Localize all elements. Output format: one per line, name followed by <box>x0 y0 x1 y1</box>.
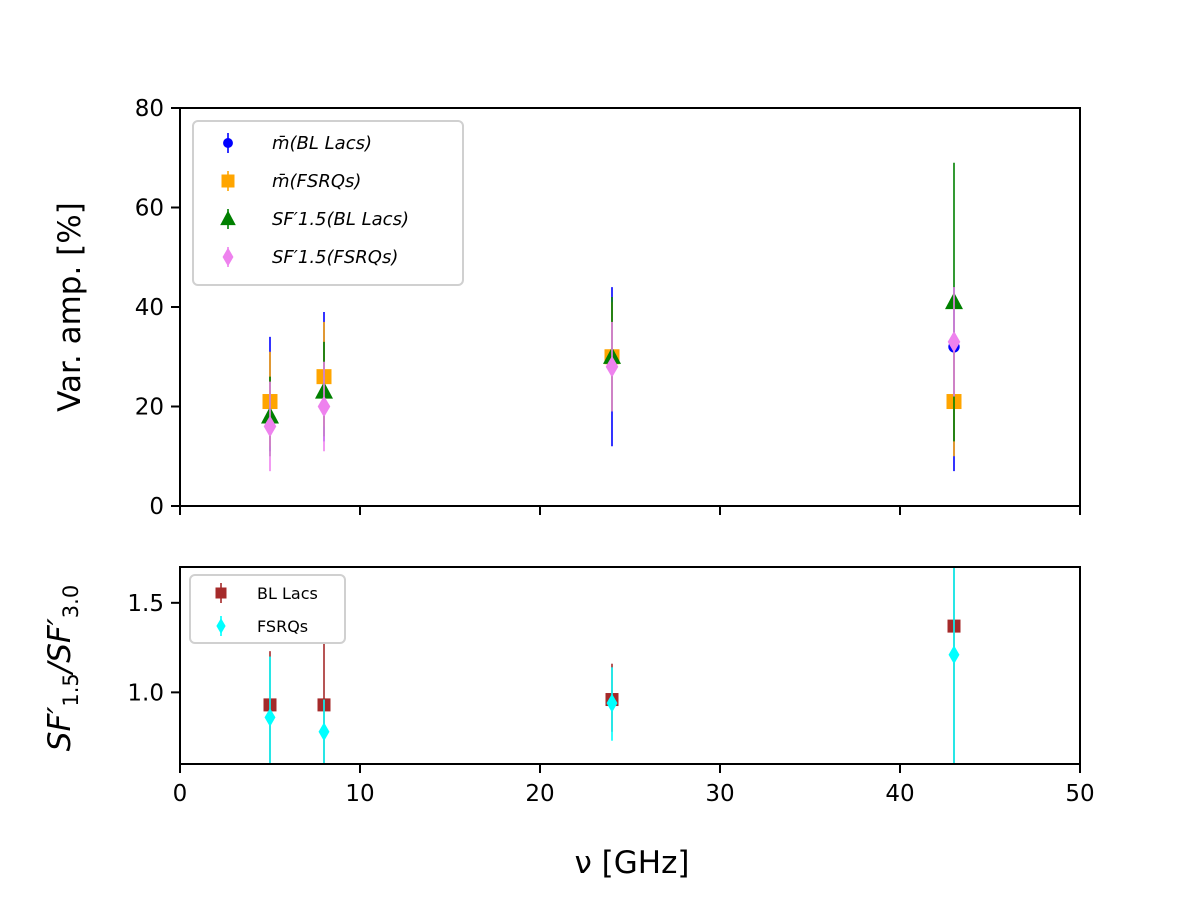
top-plot-marks <box>261 162 963 472</box>
x-axis-label: ν [GHz] <box>575 845 690 881</box>
bottom-data-point <box>606 693 618 713</box>
top-legend-marker <box>221 174 235 188</box>
bottom-legend-frame <box>189 574 346 644</box>
bottom-legend-label: FSRQs <box>257 617 308 636</box>
top-legend-label: SF′1.5(BL Lacs) <box>272 209 409 230</box>
top-y-tick-label: 40 <box>135 295 164 321</box>
top-legend-marker <box>223 138 233 148</box>
bottom-ticks: 0 10 20 30 40 50 1.0 1.5 <box>127 591 1094 807</box>
bottom-data-point <box>264 708 276 727</box>
top-legend-marker <box>222 247 234 267</box>
bottom-y-tick-label: 1.5 <box>127 591 164 617</box>
bottom-panel: 0 10 20 30 40 501.01.5 SF′1.5/SF′3.0 ν [GHz] … <box>42 566 1095 881</box>
bottom-plot-marks <box>263 567 961 764</box>
bottom-x-tick-label: 10 <box>345 781 374 807</box>
top-data-point <box>263 415 277 438</box>
top-legend-label: m̄(FSRQs) <box>272 171 361 192</box>
bottom-legend-label: BL Lacs <box>257 584 318 603</box>
bottom-data-point <box>948 645 960 665</box>
top-y-tick-label: 80 <box>135 96 164 122</box>
top-series-3 <box>263 287 961 472</box>
top-legend-marker <box>220 210 236 226</box>
bottom-y-axis-label: SF′1.5/SF′3.0 <box>42 585 83 751</box>
top-legend: m̄(BL Lacs) m̄(FSRQs) SF′1.5(BL Lacs) SF′1.… <box>192 120 464 286</box>
bottom-data-point <box>318 722 330 742</box>
top-data-point <box>605 355 619 378</box>
bottom-legend-marker <box>215 587 227 599</box>
bottom-y-tick-label: 1.0 <box>127 680 164 706</box>
top-y-tick-label: 60 <box>135 196 164 222</box>
top-y-axis-label: Var. amp. [%] <box>52 202 88 412</box>
top-legend-frame <box>192 120 464 286</box>
bottom-series-1 <box>264 567 960 764</box>
top-legend-label: SF′1.5(FSRQs) <box>272 247 398 268</box>
top-panel: 0 20 40 60 80 Var. amp. [%] m̄(BL Lacs) m̄(FS… <box>52 96 1081 520</box>
bottom-x-tick-label: 30 <box>705 781 734 807</box>
top-y-tick-label: 20 <box>135 395 164 421</box>
top-data-point <box>947 331 961 353</box>
bottom-legend: BL Lacs FSRQs <box>189 574 346 644</box>
top-ticks: 0 20 40 60 80 <box>135 96 1081 520</box>
bottom-legend-marker <box>216 618 226 634</box>
top-legend-label: m̄(BL Lacs) <box>272 133 372 154</box>
bottom-axes-frame <box>179 566 1081 765</box>
bottom-x-tick-label: 20 <box>525 781 554 807</box>
bottom-x-tick-label: 0 <box>173 781 188 807</box>
bottom-x-tick-label: 50 <box>1065 781 1094 807</box>
top-y-tick-label: 0 <box>149 494 164 520</box>
top-data-point <box>317 395 331 418</box>
bottom-x-tick-label: 40 <box>885 781 914 807</box>
